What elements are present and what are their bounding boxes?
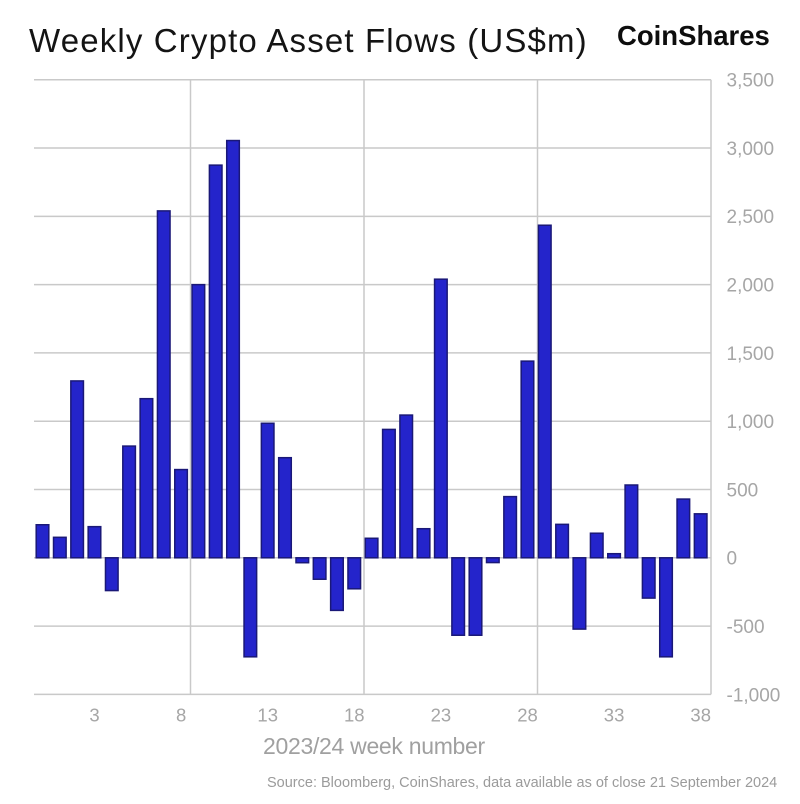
- svg-text:-1,000: -1,000: [727, 685, 781, 706]
- svg-text:1,000: 1,000: [727, 412, 775, 433]
- svg-text:3: 3: [89, 705, 99, 726]
- svg-text:500: 500: [727, 480, 759, 501]
- svg-text:33: 33: [604, 705, 625, 726]
- svg-text:18: 18: [344, 705, 365, 726]
- svg-text:2,500: 2,500: [727, 207, 775, 228]
- svg-text:3,000: 3,000: [727, 139, 775, 160]
- svg-text:0: 0: [727, 549, 738, 570]
- svg-text:8: 8: [176, 705, 186, 726]
- svg-text:23: 23: [431, 705, 452, 726]
- svg-text:-500: -500: [727, 617, 765, 638]
- svg-text:3,500: 3,500: [727, 71, 775, 92]
- svg-text:28: 28: [517, 705, 538, 726]
- svg-text:1,500: 1,500: [727, 344, 775, 365]
- svg-text:38: 38: [690, 705, 711, 726]
- svg-text:13: 13: [257, 705, 278, 726]
- svg-text:2,000: 2,000: [727, 276, 775, 297]
